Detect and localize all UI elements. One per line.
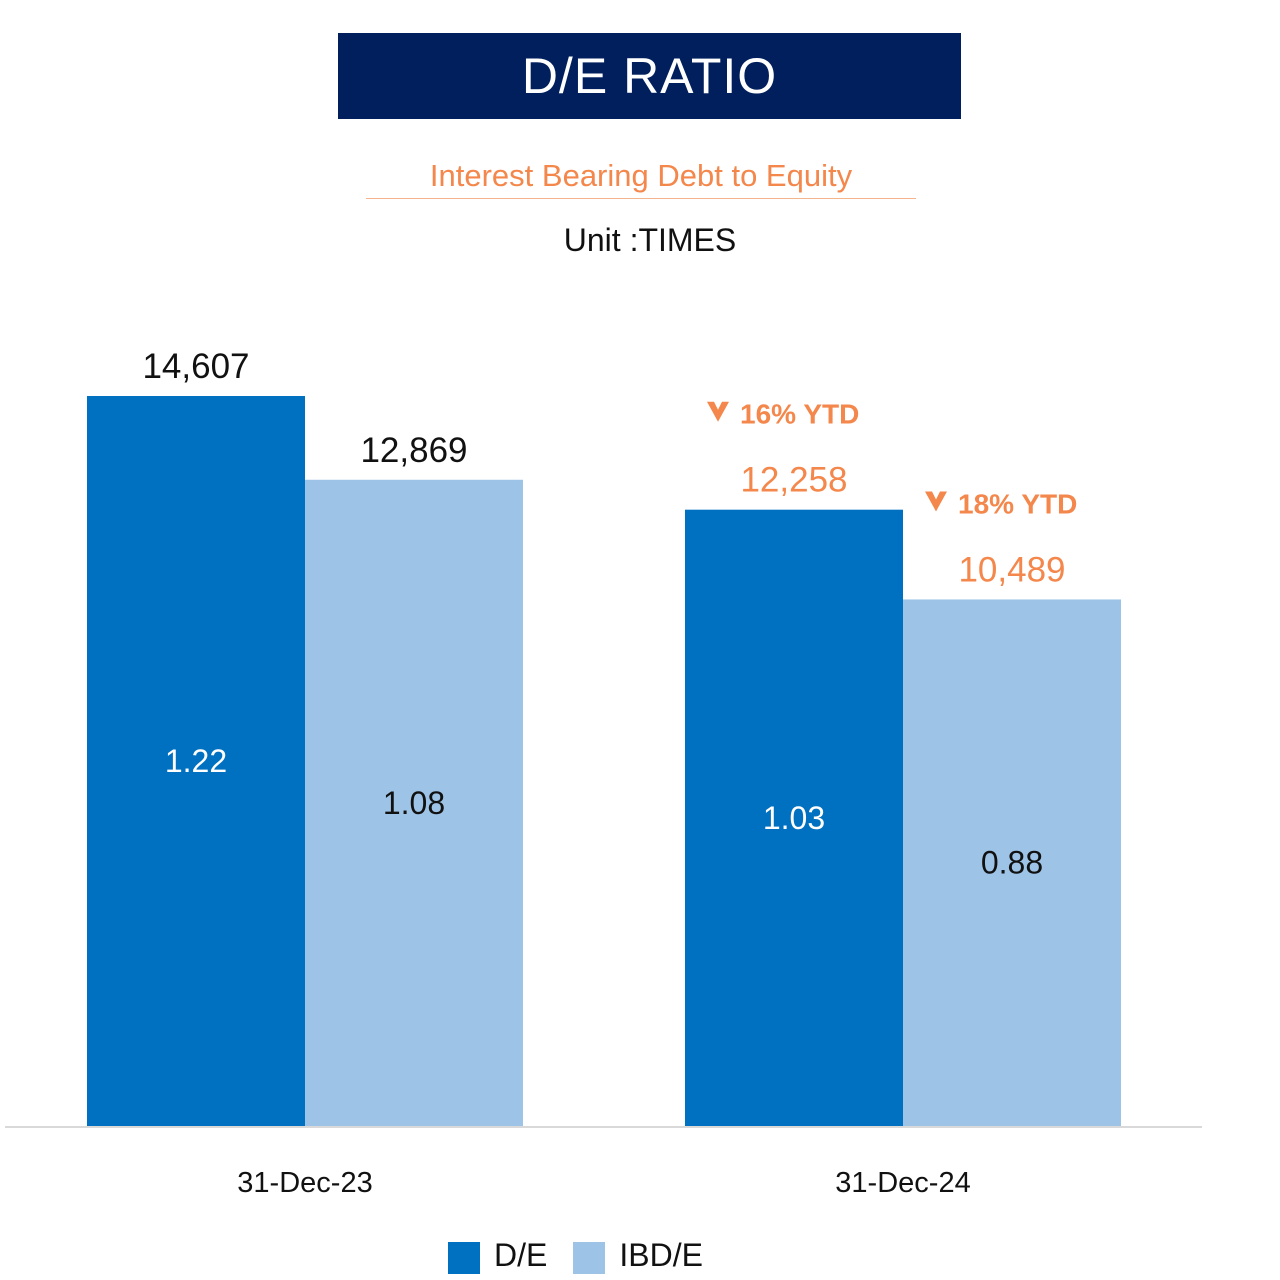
ytd-change-label: 16% YTD <box>740 399 859 430</box>
bar-chart: 1.22 14,607 1.08 12,869 31-Dec-23 1.03 12,258 1… <box>5 347 1202 1199</box>
chart-subtitle: Interest Bearing Debt to Equity <box>366 158 916 199</box>
bar-de-2 <box>685 509 903 1126</box>
unit-label: Unit :TIMES <box>563 222 737 258</box>
legend-swatch-ibde <box>573 1242 606 1274</box>
legend-label-ibde: IBD/E <box>619 1236 703 1273</box>
legend: D/E IBD/E <box>448 1236 729 1274</box>
bar-top-label: 14,607 <box>142 347 249 386</box>
bar-top-label: 10,489 <box>958 550 1065 589</box>
x-tick-label: 31-Dec-23 <box>237 1167 372 1199</box>
ytd-change-label: 18% YTD <box>958 488 1077 519</box>
legend-label-de: D/E <box>494 1236 548 1273</box>
bar-top-label: 12,258 <box>740 461 847 500</box>
bar-value-label: 1.08 <box>383 785 445 821</box>
bar-value-label: 1.22 <box>165 743 227 779</box>
down-arrow-icon <box>925 491 947 512</box>
legend-item-ibde: IBD/E <box>573 1236 703 1274</box>
bar-ibde-1 <box>305 479 523 1126</box>
chart-title-banner: D/E RATIO <box>338 33 961 119</box>
bar-value-label: 0.88 <box>981 845 1043 881</box>
x-tick-label: 31-Dec-24 <box>835 1167 970 1199</box>
bar-ibde-2 <box>903 599 1121 1126</box>
bar-value-label: 1.03 <box>763 800 825 836</box>
legend-swatch-de <box>448 1242 480 1274</box>
bar-top-label: 12,869 <box>360 431 467 470</box>
down-arrow-icon <box>707 401 729 422</box>
bar-de-1 <box>87 396 305 1126</box>
legend-item-de: D/E <box>448 1236 547 1274</box>
chart-title: D/E RATIO <box>521 48 778 104</box>
